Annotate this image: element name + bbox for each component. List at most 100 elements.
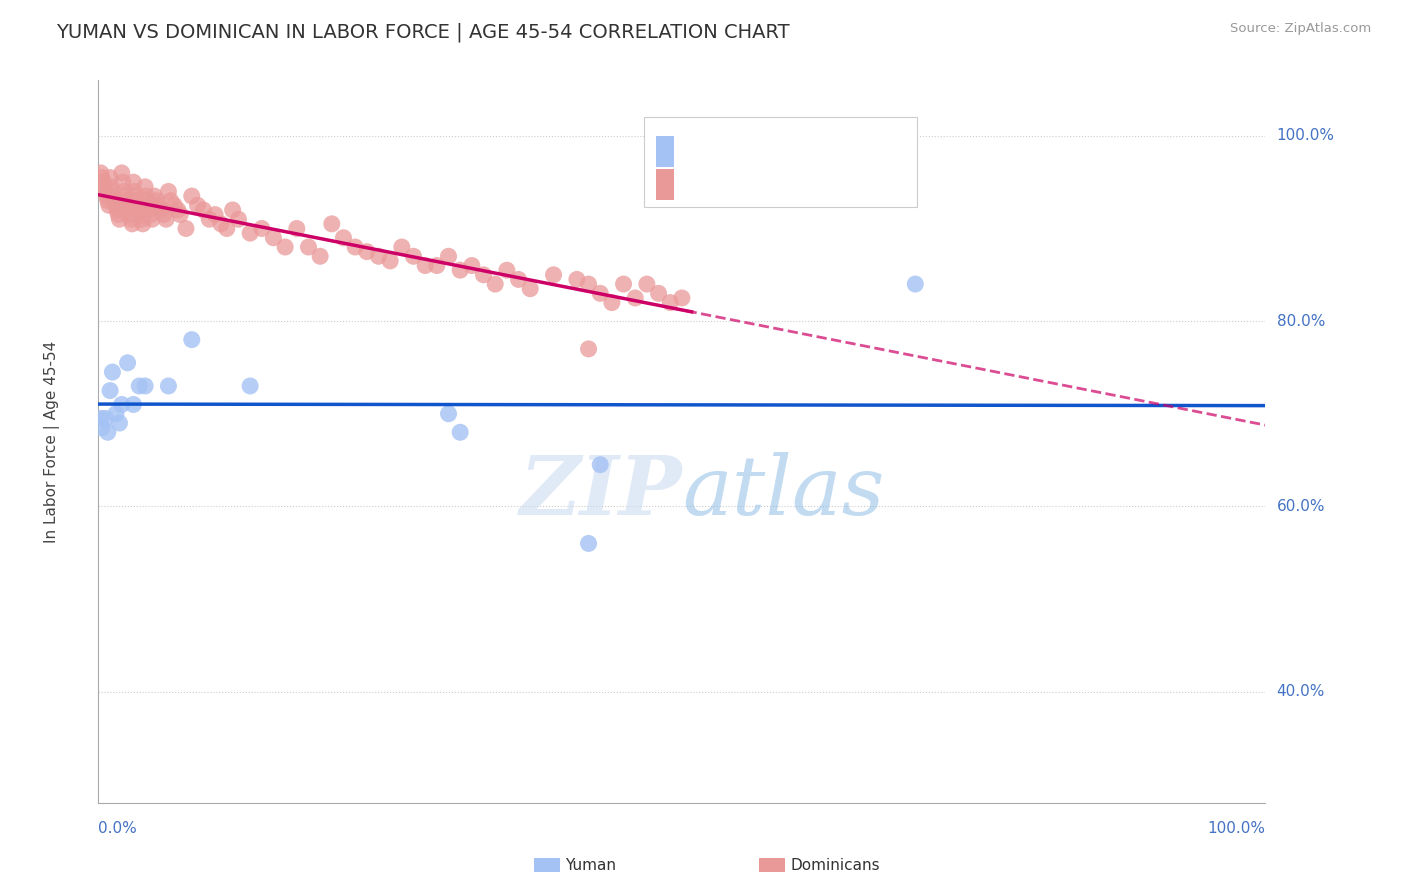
Text: Dominicans: Dominicans — [790, 858, 880, 872]
Point — [437, 249, 460, 263]
Point — [367, 249, 389, 263]
Point — [122, 175, 145, 189]
Point — [146, 194, 169, 208]
Point — [578, 536, 600, 550]
Point — [239, 226, 262, 240]
Point — [94, 411, 117, 425]
Text: N =: N = — [786, 177, 823, 192]
Point — [93, 179, 115, 194]
Point — [193, 202, 215, 217]
Point — [111, 175, 134, 189]
Point — [274, 240, 297, 254]
Point — [169, 208, 191, 222]
Point — [496, 263, 519, 277]
Point — [148, 198, 170, 212]
Point — [107, 208, 129, 222]
Point — [103, 189, 125, 203]
Point — [129, 208, 152, 222]
Point — [90, 420, 112, 434]
Point — [121, 217, 143, 231]
Point — [127, 198, 149, 212]
Point — [321, 217, 343, 231]
Point — [128, 379, 150, 393]
Point — [115, 194, 138, 208]
Point — [90, 170, 112, 185]
Point — [508, 272, 530, 286]
Point — [157, 185, 180, 199]
Point — [215, 221, 238, 235]
Point — [659, 295, 682, 310]
Point — [344, 240, 367, 254]
Point — [96, 189, 118, 203]
Point — [180, 189, 202, 203]
Point — [187, 198, 209, 212]
Point — [262, 231, 284, 245]
Point — [578, 342, 600, 356]
Point — [250, 221, 273, 235]
Point — [139, 202, 162, 217]
Point — [138, 198, 160, 212]
Point — [111, 166, 134, 180]
Point — [449, 425, 471, 440]
Point — [204, 208, 226, 222]
Point — [150, 202, 173, 217]
Point — [125, 194, 148, 208]
Text: N =: N = — [786, 144, 823, 159]
Point — [159, 194, 181, 208]
Point — [589, 286, 612, 301]
Point — [108, 416, 131, 430]
Text: ZIP: ZIP — [519, 452, 682, 533]
Point — [356, 244, 378, 259]
Point — [472, 268, 495, 282]
Point — [114, 189, 136, 203]
Point — [139, 208, 162, 222]
Point — [134, 179, 156, 194]
Point — [157, 379, 180, 393]
Text: R =: R = — [681, 177, 716, 192]
Text: 60.0%: 60.0% — [1277, 499, 1324, 514]
Text: atlas: atlas — [682, 452, 884, 533]
Point — [198, 212, 221, 227]
Point — [125, 189, 148, 203]
Point — [180, 333, 202, 347]
Point — [97, 198, 120, 212]
Point — [112, 185, 135, 199]
Point — [97, 425, 120, 440]
Text: 0.0%: 0.0% — [98, 821, 138, 836]
Text: 100.0%: 100.0% — [1208, 821, 1265, 836]
Text: 21: 21 — [831, 142, 855, 161]
Point — [118, 208, 141, 222]
Point — [152, 208, 174, 222]
Point — [332, 231, 354, 245]
Point — [97, 194, 120, 208]
Text: YUMAN VS DOMINICAN IN LABOR FORCE | AGE 45-54 CORRELATION CHART: YUMAN VS DOMINICAN IN LABOR FORCE | AGE … — [56, 22, 790, 42]
Point — [613, 277, 636, 291]
Point — [90, 166, 112, 180]
Point — [166, 202, 188, 217]
Text: 80.0%: 80.0% — [1277, 314, 1324, 328]
Point — [101, 365, 124, 379]
Point — [131, 212, 153, 227]
Point — [600, 295, 623, 310]
Point — [143, 189, 166, 203]
Text: 100.0%: 100.0% — [1277, 128, 1334, 144]
Text: Yuman: Yuman — [565, 858, 616, 872]
Point — [122, 397, 145, 411]
Point — [449, 263, 471, 277]
Point — [105, 202, 128, 217]
Point — [117, 356, 139, 370]
Point — [118, 202, 141, 217]
Point — [155, 212, 177, 227]
Point — [90, 411, 112, 425]
Point — [402, 249, 425, 263]
Point — [228, 212, 250, 227]
Point — [128, 202, 150, 217]
Point — [108, 212, 131, 227]
Point — [297, 240, 319, 254]
Point — [671, 291, 693, 305]
Point — [141, 212, 163, 227]
Point — [104, 194, 127, 208]
Point — [94, 185, 117, 199]
Text: 99: 99 — [831, 176, 855, 194]
Point — [636, 277, 658, 291]
